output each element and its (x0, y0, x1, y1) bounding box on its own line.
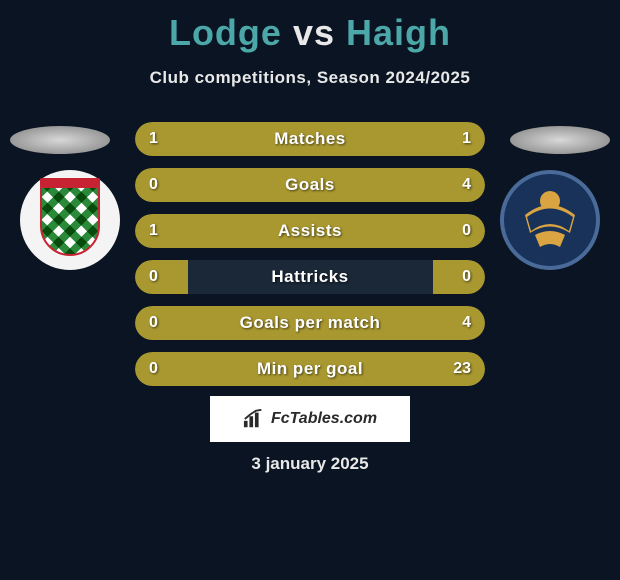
bar-label: Assists (135, 214, 485, 248)
player1-name: Lodge (169, 12, 282, 53)
team-crest-right (500, 170, 600, 270)
crest-left-shield-icon (40, 184, 100, 256)
crest-shadow-right (510, 126, 610, 154)
date-label: 3 january 2025 (0, 454, 620, 474)
stat-bars: 11Matches 04Goals 10Assists 00Hattricks 04Go… (135, 122, 485, 398)
stat-bar-row: 10Assists (135, 214, 485, 248)
vs-label: vs (293, 12, 335, 53)
bar-label: Hattricks (135, 260, 485, 294)
stat-bar-row: 00Hattricks (135, 260, 485, 294)
fctables-text: FcTables.com (271, 410, 377, 428)
crest-shadow-left (10, 126, 110, 154)
subtitle: Club competitions, Season 2024/2025 (0, 68, 620, 88)
comparison-title: Lodge vs Haigh (0, 0, 620, 54)
stat-bar-row: 023Min per goal (135, 352, 485, 386)
bar-label: Goals per match (135, 306, 485, 340)
player2-name: Haigh (346, 12, 451, 53)
fctables-logo-icon (243, 409, 265, 429)
bar-label: Min per goal (135, 352, 485, 386)
stat-bar-row: 11Matches (135, 122, 485, 156)
bar-label: Goals (135, 168, 485, 202)
crest-right-eagle-icon (515, 185, 585, 255)
team-crest-left (20, 170, 120, 270)
stat-bar-row: 04Goals (135, 168, 485, 202)
stat-bar-row: 04Goals per match (135, 306, 485, 340)
bar-label: Matches (135, 122, 485, 156)
fctables-badge[interactable]: FcTables.com (210, 396, 410, 442)
